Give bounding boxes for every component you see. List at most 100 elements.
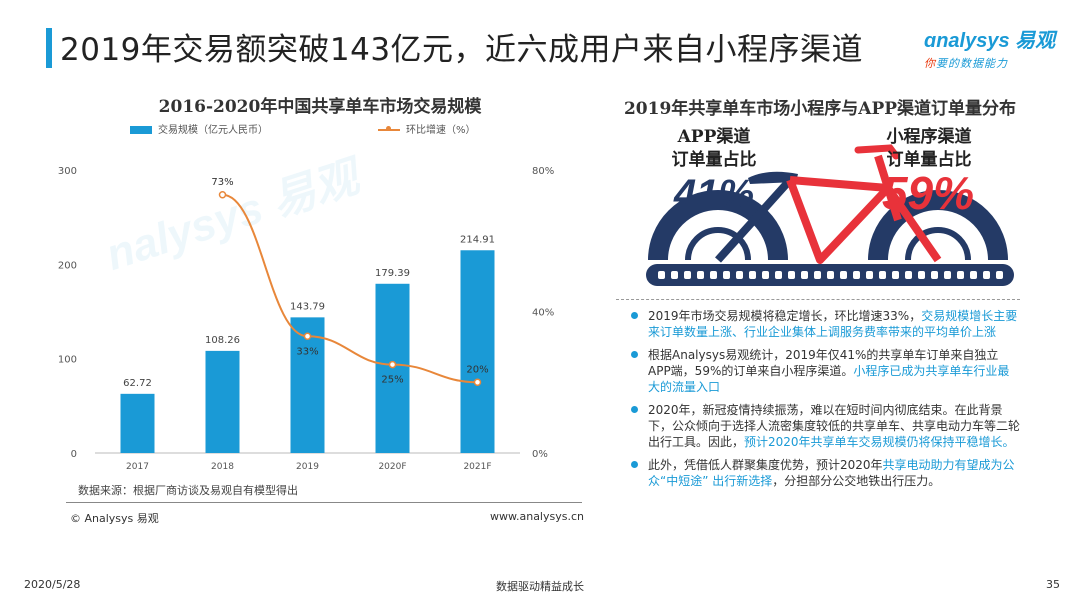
right-title: 2019年共享单车市场小程序与APP渠道订单量分布 <box>623 99 1017 119</box>
insight-highlight: 小程序已成为共享单车行业最大的流量入口 <box>648 364 1010 394</box>
line-value-label: 73% <box>211 177 233 188</box>
x-tick-label: 2020F <box>378 462 406 472</box>
insight-item: 2019年市场交易规模将稳定增长，环比增速33%，交易规模增长主要来订单数量上涨… <box>628 308 1020 340</box>
insight-item: 2020年，新冠疫情持续振荡，难以在短时间内彻底结束。在此背景下，公众倾向于选择… <box>628 402 1020 450</box>
rear-wheel-inner <box>685 227 751 261</box>
chain-link <box>996 271 1003 279</box>
divider <box>66 502 582 503</box>
legend-bar-label: 交易规模（亿元人民币） <box>158 125 268 136</box>
line-point <box>218 191 227 199</box>
bar <box>120 393 155 453</box>
line-point <box>473 378 482 386</box>
app-label-line2: 订单量占比 <box>671 150 757 170</box>
chain-link <box>814 271 821 279</box>
logo-cn: 易观 <box>1015 30 1056 52</box>
chain-link <box>697 271 704 279</box>
chain-link <box>957 271 964 279</box>
bullet-icon <box>631 351 638 358</box>
legend-bar: 交易规模（亿元人民币） <box>130 121 268 136</box>
y2-tick-label: 80% <box>532 166 554 177</box>
chain-link <box>788 271 795 279</box>
y-tick-label: 0 <box>71 449 77 460</box>
line-point <box>388 360 397 369</box>
x-tick-label: 2018 <box>211 462 234 472</box>
insight-text: 根据Analysys易观统计，2019年仅41%的共享单车订单来自独立APP端，… <box>648 348 999 378</box>
insight-highlight: 共享电动助力有望成为公众“中短途” 出行新选择 <box>648 458 1015 488</box>
mini-percentage: 59% <box>881 167 975 219</box>
line-value-label: 20% <box>466 364 488 375</box>
insight-text: 2019年市场交易规模将稳定增长，环比增速33%， <box>648 309 922 323</box>
insight-tail: ，分担部分公交地铁出行压力。 <box>772 474 941 488</box>
mini-label: 小程序渠道 订单量占比 <box>874 126 984 172</box>
y2-tick-label: 40% <box>532 308 554 319</box>
line-value-label: 33% <box>296 346 318 357</box>
bicycle-illustration <box>646 144 1014 286</box>
insight-highlight: 交易规模增长主要来订单数量上涨、行业企业集体上调服务费率带来的平均单价上涨 <box>648 309 1018 339</box>
logo-swirl-icon: ɑ <box>924 30 937 52</box>
app-percentage: 41% <box>673 172 755 216</box>
y-tick-label: 100 <box>58 355 77 366</box>
y-tick-label: 300 <box>58 166 77 177</box>
front-wheel-inner <box>905 227 971 261</box>
logo-tag-b: 要的数据能力 <box>936 57 1008 70</box>
chain-link <box>970 271 977 279</box>
chain-link <box>762 271 769 279</box>
logo-tag-a: 你 <box>924 57 936 70</box>
bar-value-label: 143.79 <box>290 301 325 312</box>
app-label-line1: APP渠道 <box>677 127 751 147</box>
bar-value-label: 108.26 <box>205 335 240 346</box>
chain-link <box>853 271 860 279</box>
legend-line: 环比增速（%） <box>378 121 476 136</box>
chain-link <box>931 271 938 279</box>
rear-wheel-icon <box>648 190 788 261</box>
x-tick-label: 2017 <box>126 462 149 472</box>
frame-app-part <box>715 177 793 263</box>
frame-mini-part <box>786 154 942 264</box>
chain-link <box>892 271 899 279</box>
bar-value-label: 179.39 <box>375 268 410 279</box>
footer-slogan: 数据驱动精益成长 <box>496 580 584 593</box>
bullet-icon <box>631 461 638 468</box>
chain-link <box>736 271 743 279</box>
chain-link <box>905 271 912 279</box>
dashed-divider <box>616 299 1020 300</box>
saddle-icon <box>748 171 798 184</box>
chain-link <box>658 271 665 279</box>
page-title: 2019年交易额突破143亿元，近六成用户来自小程序渠道 <box>60 32 864 68</box>
legend-line-swatch <box>378 126 400 131</box>
line-point <box>303 332 312 341</box>
insight-text: 2020年，新冠疫情持续振荡，难以在短时间内彻底结束。在此背景下，公众倾向于选择… <box>648 403 1021 449</box>
mini-label-line1: 小程序渠道 <box>886 127 972 147</box>
bar-value-label: 62.72 <box>123 378 152 389</box>
chain-link <box>684 271 691 279</box>
line-value-label: 25% <box>381 375 403 386</box>
insight-list: 2019年市场交易规模将稳定增长，环比增速33%，交易规模增长主要来订单数量上涨… <box>628 308 1020 496</box>
copyright: © Analysys 易观 <box>70 512 159 525</box>
analysys-logo: ɑnalysys 易观 你要的数据能力 <box>924 24 1064 70</box>
insight-item: 根据Analysys易观统计，2019年仅41%的共享单车订单来自独立APP端，… <box>628 347 1020 395</box>
y-tick-label: 200 <box>58 260 77 271</box>
x-tick-label: 2021F <box>463 462 491 472</box>
chart-title: 2016-2020年中国共享单车市场交易规模 <box>158 97 482 117</box>
chain-links <box>658 271 1003 279</box>
chain-link <box>671 271 678 279</box>
insight-text: 此外，凭借低人群聚集度优势，预计2020年 <box>648 458 883 472</box>
bar-value-label: 214.91 <box>460 234 495 245</box>
logo-main: nalysys <box>936 30 1010 52</box>
chain-link <box>749 271 756 279</box>
legend-bar-swatch <box>130 126 152 134</box>
title-accent-bar <box>46 28 52 68</box>
bar <box>375 283 410 453</box>
handlebar-icon <box>854 144 900 160</box>
footer-date: 2020/5/28 <box>24 578 81 591</box>
bullet-icon <box>631 312 638 319</box>
insight-highlight: 预计2020年共享单车交易规模仍将保持平稳增长。 <box>744 435 1015 449</box>
bar <box>460 250 495 453</box>
growth-line <box>222 193 478 384</box>
chain-link <box>710 271 717 279</box>
y2-tick-label: 0% <box>532 449 548 460</box>
front-wheel-icon <box>868 190 1008 261</box>
app-label: APP渠道订单量占比 <box>664 126 764 172</box>
chain-link <box>866 271 873 279</box>
x-tick-label: 2019 <box>296 462 319 472</box>
